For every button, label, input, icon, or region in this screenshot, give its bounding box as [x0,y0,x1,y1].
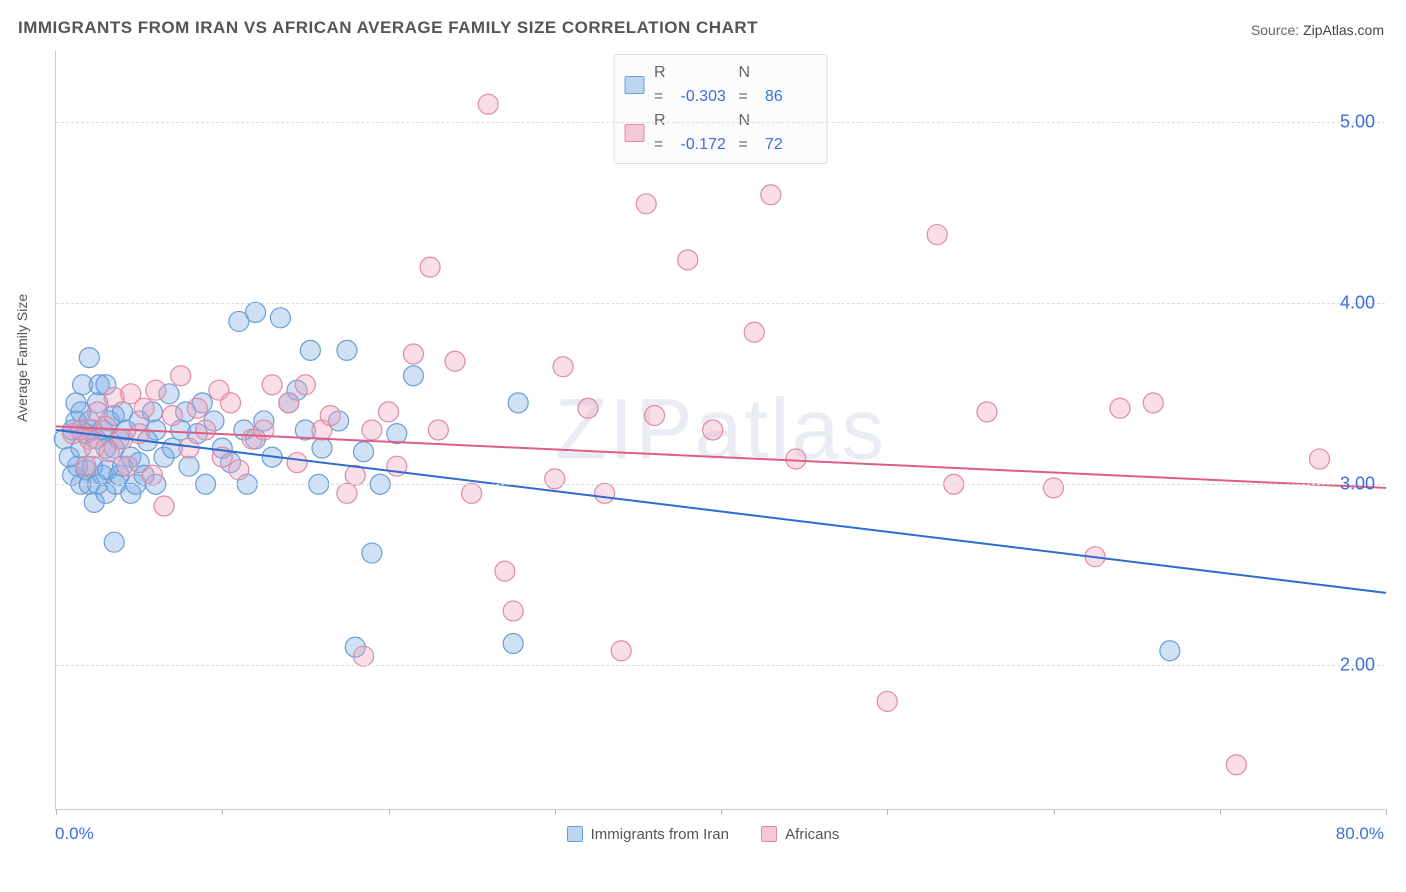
scatter-point-iran [312,438,332,458]
gridline [56,665,1385,666]
scatter-point-african [96,416,116,436]
scatter-point-african [1143,393,1163,413]
scatter-point-african [645,406,665,426]
scatter-point-african [462,483,482,503]
plot-area: ZIPatlas R = -0.303 N = 86 R = -0.172 N … [55,50,1385,810]
scatter-point-african [1044,478,1064,498]
series-legend: Immigrants from Iran Africans [0,826,1406,847]
scatter-point-african [420,257,440,277]
scatter-point-iran [79,348,99,368]
scatter-point-african [478,94,498,114]
scatter-point-african [117,456,137,476]
source-attribution: Source: ZipAtlas.com [1251,22,1384,38]
scatter-point-african [503,601,523,621]
scatter-point-african [927,225,947,245]
scatter-point-african [379,402,399,422]
scatter-point-african [578,398,598,418]
gridline [56,303,1385,304]
scatter-point-iran [508,393,528,413]
scatter-point-african [678,250,698,270]
y-axis-label: Average Family Size [14,294,30,422]
source-value: ZipAtlas.com [1303,22,1384,38]
scatter-point-african [337,483,357,503]
x-tick [1386,809,1387,815]
scatter-point-african [553,357,573,377]
x-tick [721,809,722,815]
y-tick-label: 2.00 [1340,655,1375,676]
scatter-point-african [495,561,515,581]
legend-label-african: Africans [785,826,839,843]
x-tick [1054,809,1055,815]
y-tick-label: 3.00 [1340,474,1375,495]
scatter-point-african [142,465,162,485]
scatter-point-african [761,185,781,205]
scatter-point-african [362,420,382,440]
svg-layer [56,50,1386,810]
scatter-point-iran [403,366,423,386]
scatter-point-iran [354,442,374,462]
legend-swatch-african [761,826,777,842]
gridline [56,484,1385,485]
source-label: Source: [1251,22,1299,38]
chart-title: IMMIGRANTS FROM IRAN VS AFRICAN AVERAGE … [18,18,758,38]
scatter-point-african [320,406,340,426]
scatter-point-iran [387,424,407,444]
scatter-point-african [134,398,154,418]
scatter-point-iran [337,340,357,360]
scatter-point-african [187,398,207,418]
legend-swatch-iran [567,826,583,842]
x-tick [56,809,57,815]
x-tick [389,809,390,815]
scatter-point-iran [179,456,199,476]
scatter-point-iran [270,308,290,328]
y-tick-label: 5.00 [1340,112,1375,133]
x-tick [222,809,223,815]
scatter-point-african [295,375,315,395]
legend-item-african: Africans [761,826,839,843]
scatter-point-african [171,366,191,386]
x-tick [887,809,888,815]
x-tick [555,809,556,815]
scatter-point-african [76,456,96,476]
scatter-point-african [428,420,448,440]
legend-label-iran: Immigrants from Iran [591,826,729,843]
scatter-point-african [262,375,282,395]
scatter-point-iran [503,634,523,654]
scatter-point-african [877,691,897,711]
scatter-point-african [595,483,615,503]
scatter-point-african [1310,449,1330,469]
scatter-point-african [403,344,423,364]
scatter-point-african [1226,755,1246,775]
scatter-point-african [146,380,166,400]
scatter-point-african [1110,398,1130,418]
scatter-point-african [196,420,216,440]
y-tick-label: 4.00 [1340,293,1375,314]
scatter-point-african [154,496,174,516]
scatter-point-iran [300,340,320,360]
scatter-point-african [636,194,656,214]
scatter-point-african [354,646,374,666]
scatter-point-iran [246,302,266,322]
scatter-point-african [611,641,631,661]
x-tick [1220,809,1221,815]
scatter-point-african [221,393,241,413]
scatter-point-iran [362,543,382,563]
legend-item-iran: Immigrants from Iran [567,826,729,843]
gridline [56,122,1385,123]
scatter-point-african [703,420,723,440]
scatter-point-african [977,402,997,422]
scatter-point-african [545,469,565,489]
scatter-point-african [279,393,299,413]
chart-container: IMMIGRANTS FROM IRAN VS AFRICAN AVERAGE … [0,0,1406,892]
trend-line-iran [56,430,1386,593]
scatter-point-african [445,351,465,371]
scatter-point-iran [104,532,124,552]
scatter-point-african [786,449,806,469]
scatter-point-iran [1160,641,1180,661]
scatter-point-african [744,322,764,342]
scatter-point-african [162,406,182,426]
scatter-point-african [229,460,249,480]
scatter-point-african [287,453,307,473]
